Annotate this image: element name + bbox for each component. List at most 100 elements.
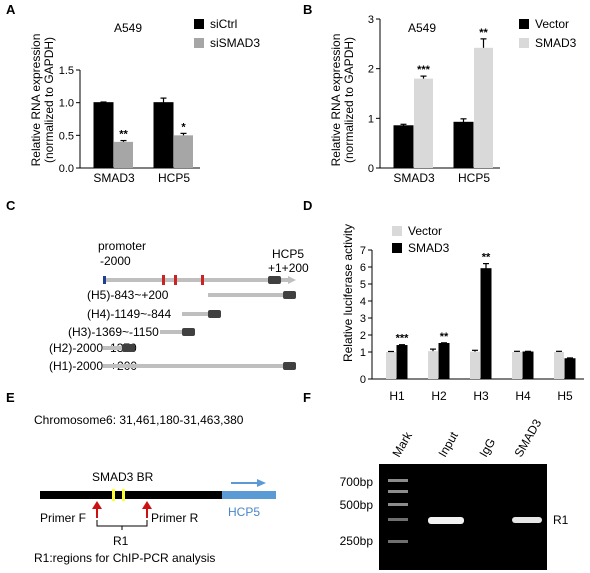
construct-h1-label: (H1)-2000~+200 [49, 359, 137, 373]
chart-d-legend-label: Vector [408, 224, 442, 238]
hcp5-gene-label: HCP5 [228, 505, 260, 519]
chart-b-legend-swatch [519, 38, 529, 48]
chart-d-category-label: H2 [431, 389, 447, 403]
chart-d-category-label: H4 [515, 389, 531, 403]
primer-f-label: Primer F [40, 511, 86, 525]
chart-b-significance: *** [417, 64, 431, 76]
binding-site-1 [162, 275, 165, 285]
chart-a-ylabel-line2: (normalized to GAPDH) [42, 37, 56, 163]
ladder-band-3 [388, 503, 408, 506]
chart-a-ytick-label: 0.0 [59, 163, 74, 175]
binding-site-2 [174, 275, 177, 285]
chart-b-ytick-label: 2 [368, 64, 374, 76]
chart-d-legend-label: SMAD3 [408, 241, 450, 255]
primer-r-arrowhead [142, 501, 152, 509]
chart-a-bar [174, 135, 193, 168]
panel-letter-c: C [6, 198, 16, 213]
chart-d-legend-swatch [392, 226, 402, 236]
chart-d-ytick-label: 6 [360, 262, 366, 274]
chart-a-title: A549 [114, 21, 142, 35]
chart-b-title: A549 [408, 21, 436, 35]
chart-a-legend-swatch [194, 19, 204, 29]
chart-d-bar [480, 268, 492, 380]
primer-r-label: Primer R [151, 511, 199, 525]
construct-h3-exon [182, 328, 195, 336]
smad3-br-label: SMAD3 BR [92, 470, 154, 484]
lane-label-smad3: SMAD3 [511, 416, 544, 459]
chart-d-ytick-label: 3 [360, 313, 366, 325]
hcp5-exon [268, 276, 281, 284]
hcp5-gene-bar [222, 491, 276, 499]
panel-letter-b: B [303, 2, 312, 17]
chart-d-bar [386, 352, 396, 379]
chart-a-significance: * [181, 121, 186, 133]
transcription-arrowhead [257, 479, 266, 487]
construct-h1-line [103, 364, 288, 368]
promoter-construct-map: promoter -2000 HCP5 +1+200 (H5)-843~+200… [49, 239, 309, 373]
marker-label-500: 500bp [340, 498, 374, 512]
chart-b-legend-label: Vector [535, 17, 569, 31]
ladder-band-5 [388, 540, 408, 543]
construct-h4-exon [208, 310, 221, 318]
chart-a-category-label: HCP5 [158, 171, 190, 185]
construct-h2-line [103, 346, 123, 350]
construct-h5-exon [283, 291, 296, 299]
chart-b-ylabel-line1: Relative RNA expression [329, 34, 343, 167]
lane-label-input: Input [435, 429, 461, 460]
ladder-band-2 [388, 490, 408, 493]
chart-d-significance: ** [440, 331, 449, 343]
chart-b-legend-label: SMAD3 [535, 36, 577, 50]
chart-a-bar [114, 141, 133, 168]
gene-label: HCP5 [272, 247, 304, 261]
gel-panel: Mark Input IgG SMAD3 700bp 500bp 250bp R… [340, 416, 569, 570]
chart-d-legend-swatch [392, 243, 402, 253]
marker-label-700: 700bp [340, 475, 374, 489]
panel-letter-e: E [6, 390, 15, 405]
ladder-band-1 [388, 479, 408, 482]
chromosome-coords: Chromosome6: 31,461,180-31,463,380 [34, 413, 244, 427]
chart-d-ytick-label: 1 [360, 347, 366, 359]
construct-h5-label: (H5)-843~+200 [87, 288, 169, 302]
direction-arrow [288, 276, 296, 284]
chart-d-bar [470, 351, 480, 379]
chart-a-ytick-label: 0.5 [59, 130, 74, 142]
chart-d-bar [554, 352, 564, 379]
r1-bracket [96, 520, 148, 530]
chart-d-category-label: H5 [557, 389, 573, 403]
chart-d-ytick-label: 5 [360, 279, 366, 291]
smad3-band [512, 517, 542, 523]
chart-b-ytick-label: 0 [368, 163, 374, 175]
chart-a: A549 Relative RNA expression (normalized… [29, 17, 260, 185]
chart-a-significance: ** [119, 129, 128, 141]
gene-end-label: +1+200 [268, 261, 309, 275]
smad3-br-mark-1 [112, 489, 115, 501]
chart-b-bar [474, 47, 493, 168]
chart-b-bar [453, 121, 474, 169]
chart-d-category-label: H1 [389, 389, 405, 403]
chart-a-legend-label: siCtrl [210, 17, 237, 31]
chart-b-category-label: HCP5 [458, 171, 490, 185]
chart-d-bar [512, 352, 522, 379]
smad3-br-mark-2 [122, 489, 125, 501]
chart-b-category-label: SMAD3 [393, 171, 435, 185]
panel-letter-f: F [303, 390, 311, 405]
construct-h1-exon [283, 362, 296, 370]
chart-d: Relative luciferase activity 0 1 2 3 4 5 6 7 H1 H… [341, 224, 584, 403]
chart-a-legend-label: siSMAD3 [210, 36, 260, 50]
full-length-line [103, 278, 288, 282]
chart-b-ytick-label: 1 [368, 113, 374, 125]
genomic-region-bar [40, 491, 222, 499]
lane-label-mark: Mark [389, 429, 415, 460]
chart-a-ytick-label: 1.0 [59, 98, 74, 110]
chip-region-map: Chromosome6: 31,461,180-31,463,380 SMAD3… [34, 413, 276, 565]
chart-d-category-label: H3 [473, 389, 489, 403]
band-label-r1: R1 [553, 513, 569, 527]
chart-d-ytick-label: 2 [360, 330, 366, 342]
chart-d-bar [396, 345, 408, 380]
chart-b-legend-swatch [519, 19, 529, 29]
promoter-label: promoter [98, 239, 146, 253]
panel-letter-a: A [6, 2, 16, 17]
chart-a-bar [153, 102, 174, 169]
r1-label: R1 [113, 534, 129, 548]
